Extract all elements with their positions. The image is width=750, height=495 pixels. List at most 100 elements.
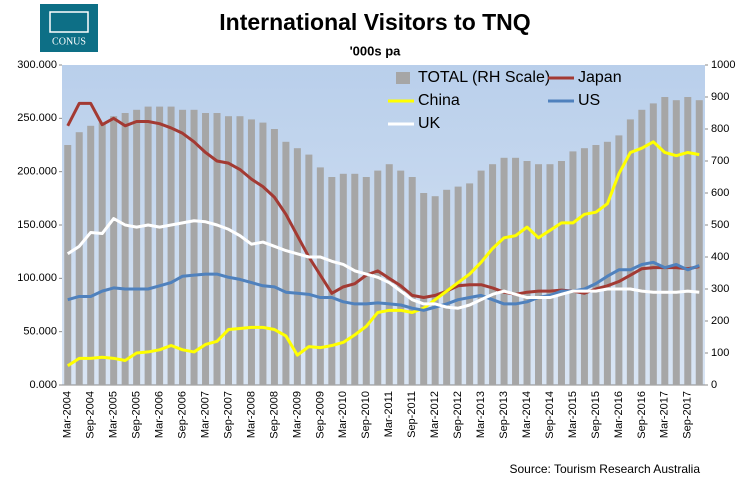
- line: [66, 217, 700, 310]
- legend-label: Japan: [578, 69, 622, 86]
- y2-tick-label: 700: [711, 155, 729, 167]
- bar: [397, 170, 405, 385]
- y2-tick-label: 800: [711, 123, 729, 135]
- x-tick-label: Sep-2013: [498, 391, 510, 439]
- x-tick-label: Mar-2016: [613, 391, 625, 438]
- bar: [408, 177, 416, 385]
- legend-swatch: [396, 72, 410, 84]
- x-tick-label: Mar-2010: [337, 391, 349, 438]
- x-tick-label: Mar-2007: [199, 391, 211, 438]
- bar: [420, 193, 428, 385]
- y-tick-label: 300.000: [17, 59, 57, 71]
- legend-label: UK: [418, 115, 441, 132]
- bar: [557, 161, 565, 385]
- bar: [500, 157, 508, 385]
- x-tick-label: Sep-2010: [360, 391, 372, 439]
- bar: [190, 109, 198, 386]
- bar: [339, 173, 347, 385]
- y-tick-label: 250.000: [17, 112, 57, 124]
- bar: [98, 122, 106, 385]
- x-tick-label: Sep-2017: [682, 391, 694, 439]
- bar: [626, 119, 634, 386]
- bar: [156, 106, 164, 385]
- bar: [535, 164, 543, 385]
- bar: [569, 151, 577, 385]
- x-tick-label: Sep-2005: [131, 391, 143, 439]
- y2-tick-label: 600: [711, 187, 729, 199]
- y-tick-label: 50.000: [23, 326, 57, 338]
- y-tick-label: 0.000: [29, 379, 57, 391]
- x-tick-label: Mar-2009: [291, 391, 303, 438]
- x-tick-label: Sep-2006: [176, 391, 188, 439]
- line: [66, 140, 700, 368]
- bar: [133, 109, 141, 386]
- bar: [213, 113, 221, 385]
- bar: [512, 157, 520, 385]
- bar: [603, 141, 611, 385]
- bar: [64, 145, 72, 385]
- bar: [282, 141, 290, 385]
- line: [67, 260, 700, 312]
- bar: [672, 100, 680, 385]
- chart-title: International Visitors to TNQ: [219, 9, 530, 35]
- bar: [167, 106, 175, 385]
- bar: [638, 109, 646, 386]
- logo-text: CONUS: [52, 36, 86, 47]
- x-tick-label: Mar-2004: [62, 391, 74, 438]
- x-tick-label: Sep-2007: [222, 391, 234, 439]
- bar: [87, 125, 95, 386]
- logo-icon: [49, 11, 89, 33]
- x-tick-label: Mar-2012: [429, 391, 441, 438]
- x-tick-label: Sep-2016: [636, 391, 648, 439]
- bar: [110, 116, 118, 385]
- bar: [489, 164, 497, 385]
- legend-label: US: [578, 92, 600, 109]
- x-tick-label: Mar-2005: [108, 391, 120, 438]
- bar: [75, 132, 83, 385]
- x-tick-label: Sep-2009: [314, 391, 326, 439]
- x-tick-label: Mar-2006: [154, 391, 166, 438]
- y-tick-label: 200.000: [17, 166, 57, 178]
- y2-tick-label: 300: [711, 283, 729, 295]
- bar: [362, 177, 370, 385]
- bar: [259, 122, 267, 385]
- y2-tick-label: 1000: [711, 59, 735, 71]
- bar: [179, 109, 187, 386]
- y2-tick-label: 0: [711, 379, 717, 391]
- chart-subtitle: '000s pa: [350, 43, 402, 58]
- bar: [684, 97, 692, 385]
- bar: [293, 148, 301, 385]
- bar: [592, 145, 600, 385]
- x-tick-label: Mar-2017: [659, 391, 671, 438]
- source-note: Source: Tourism Research Australia: [509, 462, 700, 476]
- x-tick-label: Sep-2014: [544, 391, 556, 439]
- bar: [202, 113, 210, 385]
- y2-tick-label: 500: [711, 219, 729, 231]
- x-tick-label: Sep-2011: [406, 391, 418, 438]
- bar: [385, 164, 393, 385]
- bar: [121, 113, 129, 385]
- bar: [351, 173, 359, 385]
- bar: [270, 129, 278, 385]
- x-tick-label: Sep-2012: [452, 391, 464, 439]
- y2-tick-label: 200: [711, 315, 729, 327]
- bar: [443, 189, 451, 385]
- legend-label: TOTAL (RH Scale): [418, 69, 550, 86]
- y2-tick-label: 900: [711, 91, 729, 103]
- x-tick-label: Sep-2008: [268, 391, 280, 439]
- bar: [247, 119, 255, 386]
- x-tick-label: Sep-2015: [590, 391, 602, 439]
- x-tick-label: Sep-2004: [85, 391, 97, 439]
- x-tick-label: Mar-2013: [475, 391, 487, 438]
- y2-tick-label: 100: [711, 347, 729, 359]
- bar: [305, 154, 313, 385]
- bar: [431, 196, 439, 385]
- x-tick-label: Mar-2015: [567, 391, 579, 438]
- bar: [144, 106, 152, 385]
- y-tick-label: 150.000: [17, 219, 57, 231]
- x-tick-label: Mar-2011: [383, 391, 395, 437]
- bar: [523, 161, 531, 385]
- x-tick-label: Mar-2014: [521, 391, 533, 438]
- bar: [580, 148, 588, 385]
